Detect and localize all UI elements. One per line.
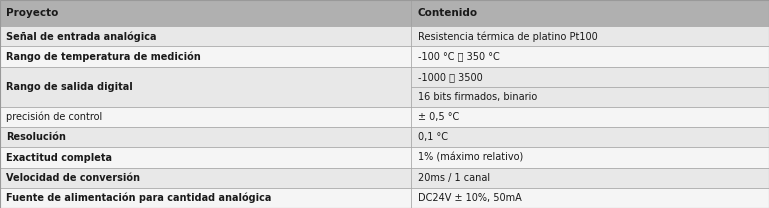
Bar — [0, 107, 411, 127]
Text: Señal de entrada analógica: Señal de entrada analógica — [6, 31, 157, 42]
Text: 0,1 °C: 0,1 °C — [418, 132, 448, 142]
Bar — [0, 46, 411, 67]
Bar — [0, 0, 411, 26]
Text: Exactitud completa: Exactitud completa — [6, 152, 112, 162]
Text: precisión de control: precisión de control — [6, 112, 102, 122]
Text: 20ms / 1 canal: 20ms / 1 canal — [418, 173, 490, 183]
Text: ± 0,5 °C: ± 0,5 °C — [418, 112, 459, 122]
Bar — [0, 147, 411, 168]
Text: Contenido: Contenido — [418, 8, 478, 18]
Text: Rango de salida digital: Rango de salida digital — [6, 82, 133, 92]
Text: Resolución: Resolución — [6, 132, 66, 142]
Text: Velocidad de conversión: Velocidad de conversión — [6, 173, 140, 183]
Bar — [0, 168, 411, 188]
Bar — [411, 188, 769, 208]
Bar — [411, 147, 769, 168]
Text: -100 °C ～ 350 °C: -100 °C ～ 350 °C — [418, 52, 499, 62]
Bar — [411, 67, 769, 87]
Text: 1% (máximo relativo): 1% (máximo relativo) — [418, 152, 523, 162]
Bar — [411, 46, 769, 67]
Bar — [411, 26, 769, 46]
Text: Proyecto: Proyecto — [6, 8, 58, 18]
Text: -1000 ～ 3500: -1000 ～ 3500 — [418, 72, 482, 82]
Bar — [411, 87, 769, 107]
Text: Fuente de alimentación para cantidad analógica: Fuente de alimentación para cantidad ana… — [6, 193, 271, 203]
Bar — [0, 127, 411, 147]
Text: Rango de temperatura de medición: Rango de temperatura de medición — [6, 51, 201, 62]
Bar — [0, 67, 411, 107]
Bar — [411, 0, 769, 26]
Text: Resistencia térmica de platino Pt100: Resistencia térmica de platino Pt100 — [418, 31, 598, 42]
Bar — [411, 168, 769, 188]
Bar — [411, 127, 769, 147]
Bar — [411, 107, 769, 127]
Text: DC24V ± 10%, 50mA: DC24V ± 10%, 50mA — [418, 193, 521, 203]
Bar — [0, 188, 411, 208]
Text: 16 bits firmados, binario: 16 bits firmados, binario — [418, 92, 537, 102]
Bar — [0, 26, 411, 46]
